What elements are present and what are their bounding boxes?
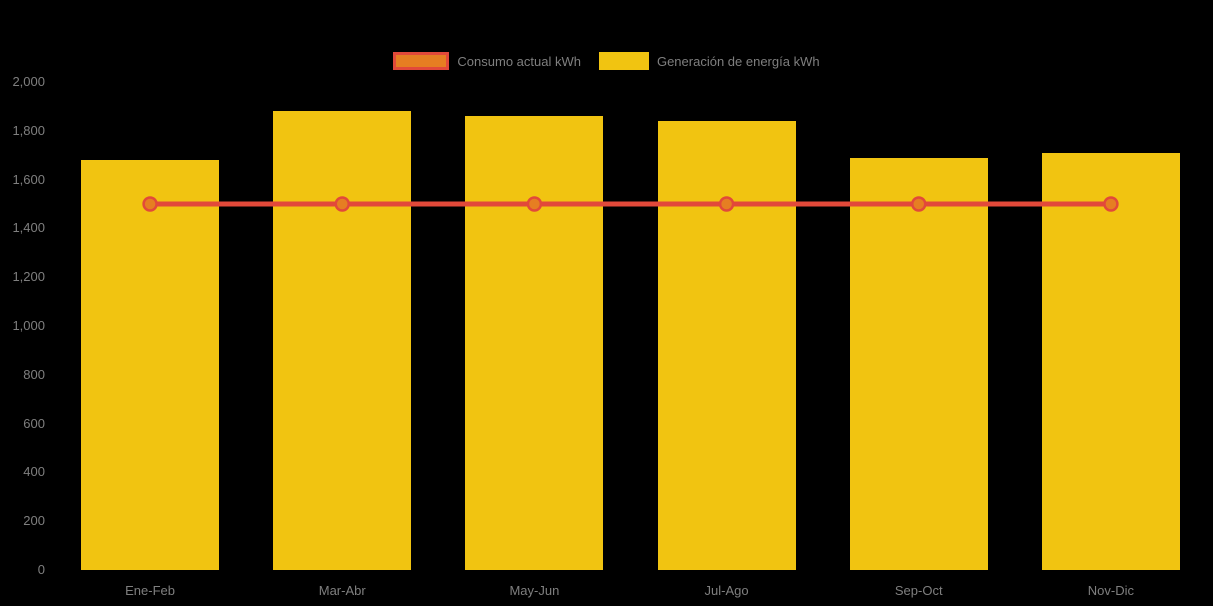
generation-bar[interactable]: [849, 157, 988, 570]
y-axis-tick-label: 0: [37, 562, 45, 577]
x-axis-category-label: Sep-Oct: [894, 583, 943, 598]
consumption-line-marker[interactable]: Mar-Abr: 1500: [334, 196, 350, 212]
x-axis-category-label: Nov-Dic: [1087, 583, 1135, 598]
y-axis-tick-label: 800: [23, 366, 45, 382]
y-axis-tick-label: 200: [23, 513, 45, 529]
generation-bar[interactable]: [1041, 152, 1180, 570]
generation-bar[interactable]: [465, 116, 604, 570]
x-axis-category-label: Mar-Abr: [318, 583, 366, 598]
y-axis-tick-label: 400: [23, 464, 45, 480]
y-axis-tick-label: 1,000: [12, 318, 45, 333]
generation-bar[interactable]: [657, 121, 796, 570]
x-axis-category-label: Jul-Ago: [704, 583, 749, 598]
y-axis-tick-label: 2,000: [12, 74, 45, 89]
legend-label-consumo: Consumo actual kWh: [457, 53, 581, 69]
chart-legend: Consumo actual kWh Generación de energía…: [0, 52, 1213, 70]
consumption-line-marker[interactable]: Sep-Oct: 1500: [911, 196, 927, 212]
y-axis-tick-label: 600: [23, 415, 45, 431]
legend-label-generacion: Generación de energía kWh: [656, 53, 820, 69]
y-axis-tick-label: 1,200: [12, 269, 45, 285]
consumption-line-marker[interactable]: May-Jun: 1500: [526, 196, 543, 212]
x-axis-category-label: Ene-Feb: [125, 583, 176, 598]
generation-bar[interactable]: [273, 111, 412, 570]
generation-bar[interactable]: [81, 160, 220, 570]
consumption-line-marker[interactable]: Nov-Dic: 1500: [1103, 196, 1119, 212]
consumption-line-marker[interactable]: Ene-Feb: 1500: [142, 196, 158, 212]
consumo-line-swatch: [393, 52, 450, 70]
x-axis-category-label: May-Jun: [509, 583, 560, 598]
y-axis-tick-label: 1,800: [12, 122, 45, 138]
legend-item-consumo[interactable]: Consumo actual kWh: [393, 52, 581, 70]
y-axis-tick-label: 1,400: [12, 220, 45, 236]
legend-item-generacion[interactable]: Generación de energía kWh: [598, 52, 820, 70]
generacion-bar-swatch: [598, 52, 649, 70]
consumption-line-marker[interactable]: Jul-Ago: 1500: [718, 196, 735, 212]
y-axis-tick-label: 1,600: [12, 171, 45, 187]
